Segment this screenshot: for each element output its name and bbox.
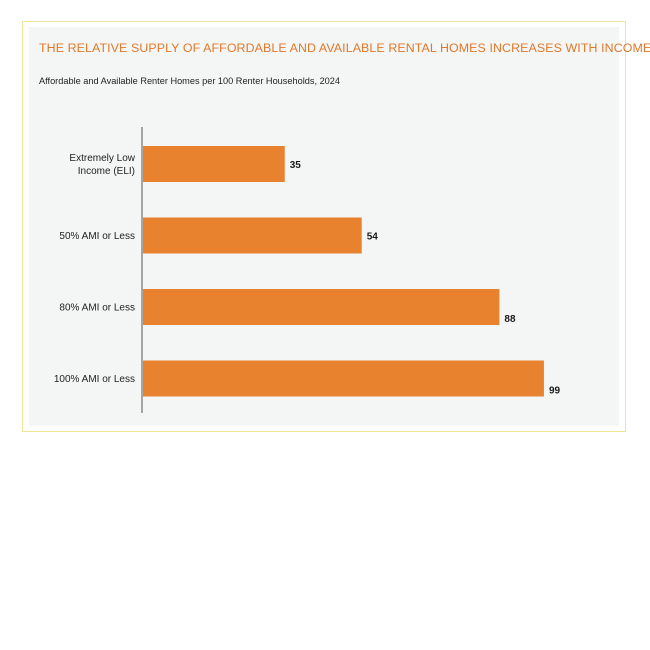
category-label: Extremely Low: [69, 153, 135, 164]
value-label: 88: [504, 314, 516, 325]
bar-chart: 35 Extremely Low Income (ELI) 54 50% AMI or …: [54, 127, 561, 413]
chart-frame: THE RELATIVE SUPPLY OF AFFORDABLE AND AV…: [22, 21, 650, 432]
category-label: 100% AMI or Less: [54, 374, 135, 385]
bar: [143, 360, 544, 397]
value-label: 35: [290, 160, 302, 171]
bar: [143, 289, 500, 325]
chart-title: THE RELATIVE SUPPLY OF AFFORDABLE AND AV…: [39, 41, 650, 55]
value-label: 99: [549, 386, 561, 397]
value-label: 54: [367, 232, 379, 243]
bar: [143, 146, 285, 182]
chart-panel: THE RELATIVE SUPPLY OF AFFORDABLE AND AV…: [29, 27, 650, 426]
chart-subtitle: Affordable and Available Renter Homes pe…: [39, 76, 341, 86]
category-label: 50% AMI or Less: [59, 231, 135, 242]
category-label: Income (ELI): [78, 166, 135, 177]
category-label: 80% AMI or Less: [59, 303, 135, 314]
bar: [143, 217, 362, 254]
